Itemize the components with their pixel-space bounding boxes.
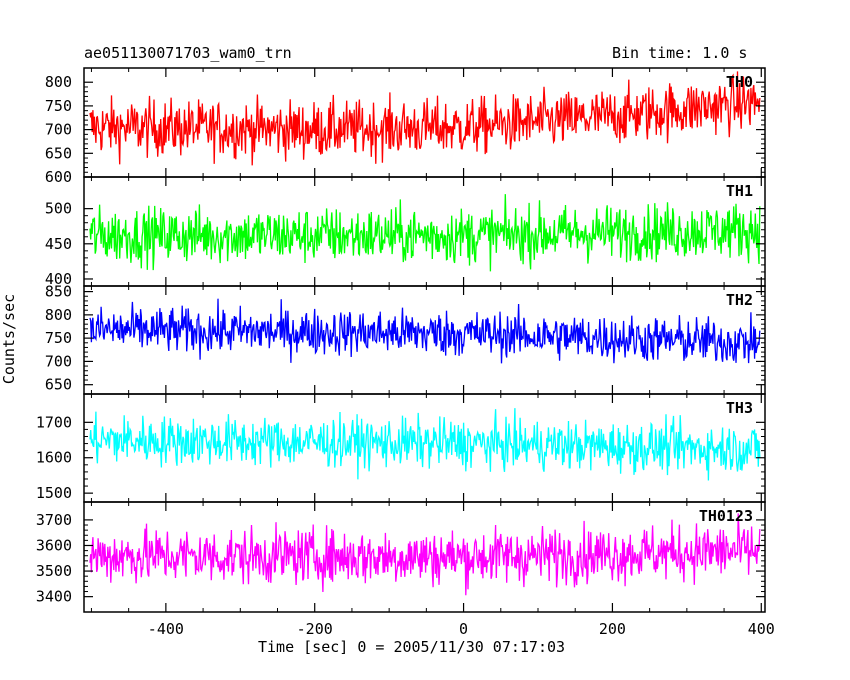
series-label-th3: TH3: [726, 399, 753, 417]
y-tick-label: 650: [45, 144, 72, 162]
series-line-th3: [89, 408, 761, 481]
x-tick-label: 200: [599, 620, 626, 638]
y-tick-label: 3600: [36, 536, 72, 554]
x-tick-label: 400: [748, 620, 775, 638]
bin-time-label: Bin time: 1.0 s: [612, 44, 748, 62]
y-axis-label: Counts/sec: [0, 293, 19, 385]
series-line-th0123: [89, 513, 761, 596]
y-tick-label: 650: [45, 376, 72, 394]
panel-th3: 1500 1600 1700 TH3: [36, 393, 766, 503]
x-tick-label: -200: [297, 620, 333, 638]
series-label-th0: TH0: [726, 73, 753, 91]
y-tick-label: 1500: [36, 484, 72, 502]
y-tick-label: 700: [45, 121, 72, 139]
y-tick-label: 3400: [36, 588, 72, 606]
y-tick-label: 750: [45, 97, 72, 115]
series-line-th2: [89, 298, 761, 364]
y-tick-label: 1700: [36, 413, 72, 431]
series-label-th0123: TH0123: [699, 507, 753, 525]
y-tick-label: 750: [45, 329, 72, 347]
y-tick-label: 450: [45, 235, 72, 253]
y-tick-label: 3700: [36, 511, 72, 529]
x-axis-label: Time [sec] 0 = 2005/11/30 07:17:03: [258, 638, 566, 656]
series-label-th1: TH1: [726, 182, 753, 200]
y-tick-label: 1600: [36, 449, 72, 467]
y-tick-label: 800: [45, 306, 72, 324]
y-tick-label: 500: [45, 200, 72, 218]
y-tick-label: 800: [45, 73, 72, 91]
panel-th0: 600 650 700 750 800 TH0: [45, 67, 766, 186]
y-tick-label: 700: [45, 352, 72, 370]
x-tick-label: 0: [459, 620, 468, 638]
y-tick-label: 400: [45, 270, 72, 288]
series-label-th2: TH2: [726, 291, 753, 309]
y-tick-label: 3500: [36, 562, 72, 580]
panel-th2: 650 700 750 800 850 TH2: [45, 283, 766, 395]
panel-frame: [83, 501, 766, 613]
x-tick-label: -400: [148, 620, 184, 638]
y-tick-label: 850: [45, 283, 72, 301]
series-line-th1: [89, 194, 761, 272]
chart-title: ae051130071703_wam0_trn: [84, 44, 292, 62]
panel-th1: 400 450 500 TH1: [45, 176, 766, 288]
panel-th0123: 3400 3500 3600 3700 TH0123: [36, 501, 766, 613]
y-tick-label: 600: [45, 168, 72, 186]
series-line-th0: [89, 71, 761, 166]
